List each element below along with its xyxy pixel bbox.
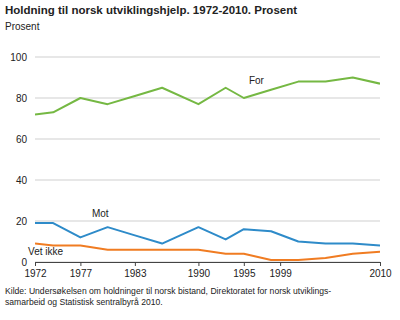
series-line — [35, 78, 380, 115]
y-tick-label: 100 — [10, 52, 27, 63]
x-tick-mark — [135, 262, 136, 266]
y-tick-label: 0 — [21, 257, 27, 268]
grid-line — [35, 57, 380, 58]
y-tick-label: 20 — [16, 216, 28, 227]
series-label: For — [249, 75, 265, 86]
y-tick: 100 — [10, 52, 35, 63]
x-axis-line — [36, 262, 381, 263]
x-tick: 2010 — [369, 262, 392, 279]
source: samarbeid og Statistisk sentralbyrå 2010… — [5, 297, 163, 307]
title: Holdning til norsk utviklingshjelp. 1972… — [5, 4, 297, 16]
x-tick-label: 1983 — [124, 268, 147, 279]
x-tick: 1983 — [124, 262, 147, 279]
x-tick-label: 1972 — [24, 268, 47, 279]
series-line — [35, 223, 380, 246]
x-tick-mark — [80, 262, 81, 266]
y-axis: 0 20 40 60 80 100 — [10, 52, 35, 268]
series-label: Mot — [92, 208, 109, 219]
chart: Holdning til norsk utviklingshjelp. 1972… — [0, 0, 400, 320]
x-tick-mark — [380, 262, 381, 266]
y-tick-label: 80 — [16, 93, 28, 104]
x-tick-mark — [35, 262, 36, 266]
grid-line — [35, 139, 380, 140]
x-tick-mark — [198, 262, 199, 266]
y-tick: 60 — [16, 134, 35, 145]
y-tick: 0 — [21, 257, 35, 268]
series-line — [35, 244, 380, 260]
source: Kilde: Undersøkelsen om holdninger til n… — [5, 286, 331, 296]
grid-line — [35, 180, 380, 181]
lines — [35, 78, 380, 260]
x-tick-label: 1995 — [233, 268, 256, 279]
y-tick-label: 40 — [16, 175, 28, 186]
x-tick: 1990 — [188, 262, 211, 279]
x-axis: 1972 1977 1983 1990 1995 1999 2010 — [24, 262, 392, 279]
x-tick-label: 1977 — [70, 268, 93, 279]
y-tick: 40 — [16, 175, 35, 186]
x-tick: 1972 — [24, 262, 47, 279]
y-axis-title: Prosent — [5, 21, 40, 32]
x-tick: 1995 — [233, 262, 256, 279]
x-tick-label: 1990 — [188, 268, 211, 279]
plot: 0 20 40 60 80 100 1972 1977 1983 1990 1995 1999 2010… — [10, 52, 392, 279]
y-axis-line — [35, 58, 36, 263]
x-tick: 1977 — [70, 262, 93, 279]
x-tick-label: 2010 — [369, 268, 392, 279]
grid-line — [35, 262, 380, 263]
x-tick-mark — [280, 262, 281, 266]
grid — [35, 57, 380, 262]
y-tick: 80 — [16, 93, 35, 104]
grid-line — [35, 221, 380, 222]
x-tick-label: 1999 — [270, 268, 293, 279]
y-tick-label: 60 — [16, 134, 28, 145]
y-tick: 20 — [16, 216, 35, 227]
x-tick: 1999 — [270, 262, 293, 279]
x-tick-mark — [244, 262, 245, 266]
series-label: Vet ikke — [28, 246, 63, 257]
